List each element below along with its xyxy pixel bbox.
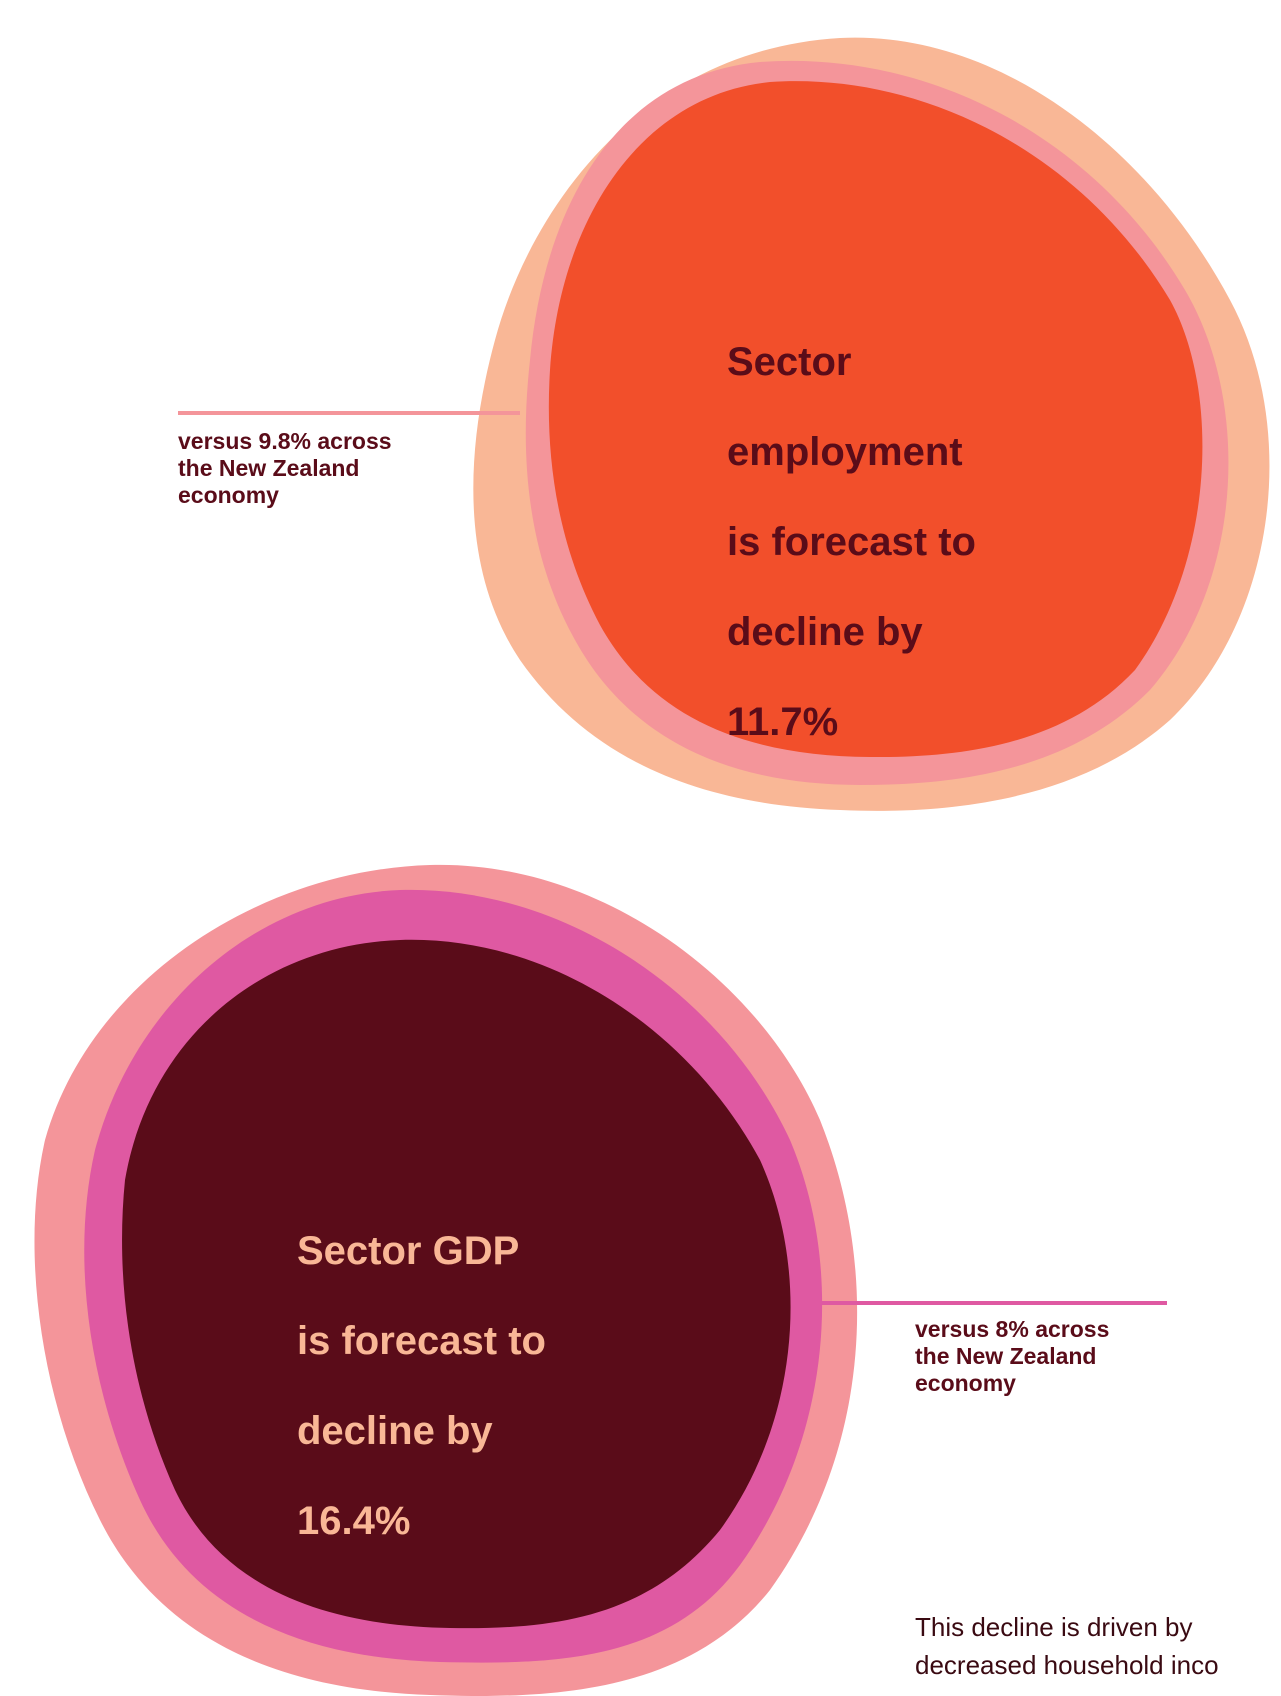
footer-body-text: This decline is driven by decreased hous… xyxy=(915,1608,1219,1684)
footer-body-line-1: This decline is driven by xyxy=(915,1612,1193,1642)
employment-blob xyxy=(473,37,1270,811)
employment-comparison-note: versus 9.8% across the New Zealand econo… xyxy=(178,428,478,509)
gdp-comparison-note: versus 8% across the New Zealand economy xyxy=(915,1316,1215,1397)
gdp-blob xyxy=(34,864,858,1696)
gdp-headline-line-2: is forecast to xyxy=(297,1319,546,1363)
gdp-headline-line-4: 16.4% xyxy=(297,1499,411,1543)
gdp-headline: Sector GDP is forecast to decline by 16.… xyxy=(297,1184,637,1589)
gdp-comparison-line-3: economy xyxy=(915,1370,1016,1396)
employment-headline: Sector employment is forecast to decline… xyxy=(727,295,1067,790)
employment-comparison-line-1: versus 9.8% across xyxy=(178,428,392,454)
employment-headline-line-1: Sector xyxy=(727,340,852,384)
employment-connector-line xyxy=(178,411,520,415)
gdp-comparison-line-1: versus 8% across xyxy=(915,1316,1110,1342)
gdp-blob-inner xyxy=(122,939,791,1629)
employment-headline-line-5: 11.7% xyxy=(727,700,839,744)
employment-blob-inner xyxy=(548,81,1203,758)
employment-headline-line-4: decline by xyxy=(727,610,923,654)
employment-comparison-line-3: economy xyxy=(178,482,279,508)
gdp-comparison-line-2: the New Zealand xyxy=(915,1343,1097,1369)
employment-headline-line-2: employment xyxy=(727,430,963,474)
gdp-headline-line-1: Sector GDP xyxy=(297,1229,520,1273)
footer-body-line-2: decreased household inco xyxy=(915,1650,1219,1680)
gdp-headline-line-3: decline by xyxy=(297,1409,493,1453)
gdp-connector-line xyxy=(820,1301,1167,1305)
employment-headline-line-3: is forecast to xyxy=(727,520,976,564)
employment-comparison-line-2: the New Zealand xyxy=(178,455,360,481)
